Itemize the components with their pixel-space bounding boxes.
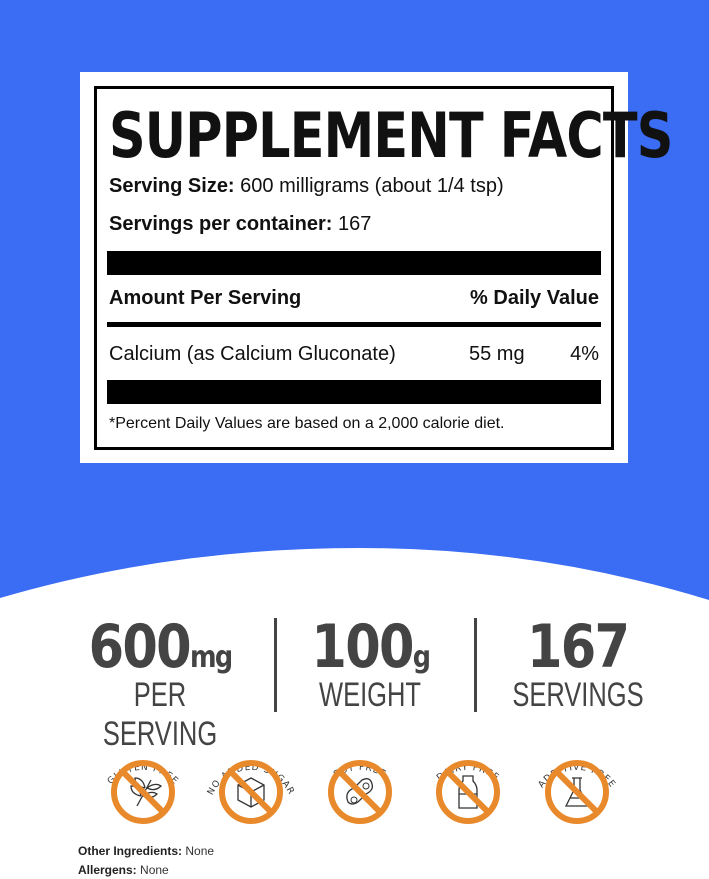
- soybean-free-badge: SOY FREE: [328, 760, 392, 824]
- prohibition-slash: [120, 769, 166, 815]
- prohibition-circle: [436, 760, 500, 824]
- dv-header: % Daily Value: [470, 287, 599, 309]
- footnote: *Percent Daily Values are based on a 2,0…: [109, 415, 505, 432]
- divider-line: [107, 322, 601, 327]
- prohibition-circle: [111, 760, 175, 824]
- divider: [274, 618, 277, 712]
- prohibition-slash: [228, 769, 274, 815]
- amount-header: Amount Per Serving: [109, 287, 302, 309]
- prohibition-slash: [337, 769, 383, 815]
- stat-servings: 167 SERVINGS: [512, 612, 644, 714]
- ingredient-amount: 55 mg: [469, 343, 525, 365]
- divider-bar: [107, 380, 601, 404]
- other-ingredients: Other Ingredients: None: [78, 844, 215, 858]
- wheat-free-badge: GLUTEN FREE: [106, 760, 179, 824]
- ingredient-dv: 4%: [570, 343, 599, 365]
- label-title: SUPPLEMENT FACTS: [109, 99, 673, 172]
- allergens: Allergens: None: [78, 863, 169, 877]
- sugar-cube-free-badge: NO ADDED SUGAR: [206, 760, 295, 824]
- prohibition-circle: [545, 760, 609, 824]
- divider: [474, 618, 477, 712]
- prohibition-slash: [554, 769, 600, 815]
- soybean-icon: [346, 778, 374, 805]
- flask-free-badge: ADDITIVE FREE: [537, 760, 616, 824]
- supplement-facts-label: SUPPLEMENT FACTS Serving Size: 600 milli…: [80, 72, 673, 463]
- prohibition-circle: [328, 760, 392, 824]
- stat-per-serving: 600mg PER SERVING: [88, 612, 233, 753]
- prohibition-circle: [219, 760, 283, 824]
- servings-per-container: Servings per container: 167: [109, 213, 372, 235]
- ingredient-name: Calcium (as Calcium Gluconate): [109, 343, 396, 365]
- divider-bar: [107, 251, 601, 275]
- milk-bottle-free-badge: DAIRY FREE: [435, 760, 500, 824]
- stat-weight: 100g WEIGHT: [311, 612, 431, 714]
- badges: GLUTEN FREE NO ADDED SUGAR SOY FREE DAIR…: [106, 760, 616, 824]
- serving-size: Serving Size: 600 milligrams (about 1/4 …: [109, 175, 504, 197]
- prohibition-slash: [445, 769, 491, 815]
